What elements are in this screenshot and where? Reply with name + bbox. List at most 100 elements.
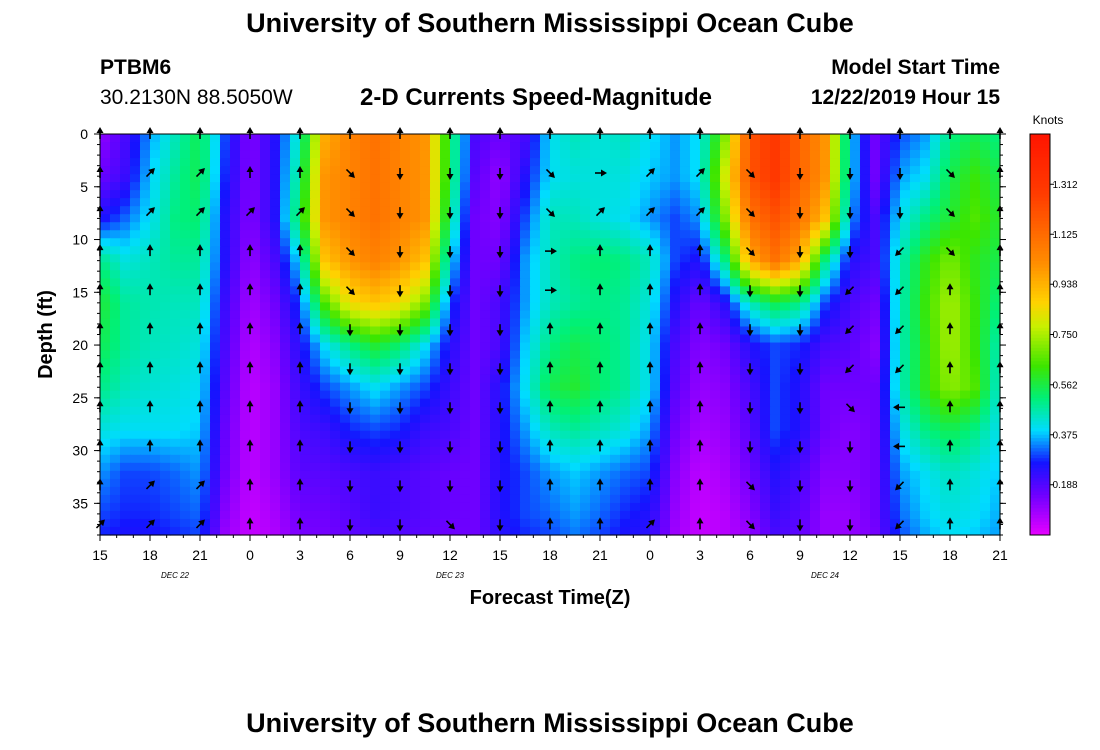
heatmap-cell [510,422,521,432]
heatmap-cell [840,350,851,360]
heatmap-cell [390,294,401,304]
heatmap-cell [270,526,281,536]
heatmap-cell [590,166,601,175]
heatmap-cell [470,222,481,231]
heatmap-cell [420,206,431,215]
heatmap-cell [970,414,981,424]
heatmap-cell [410,270,421,279]
heatmap-cell [580,166,591,175]
heatmap-cell [200,222,211,231]
heatmap-cell [690,470,701,480]
heatmap-cell [990,334,1001,344]
heatmap-cell [610,526,621,536]
heatmap-cell [340,198,351,207]
heatmap-cell [430,318,441,328]
heatmap-cell [630,334,641,344]
heatmap-cell [610,390,621,400]
current-vector-arrow [696,478,704,491]
heatmap-cell [160,470,171,480]
heatmap-cell [110,494,121,504]
heatmap-cell [500,286,511,295]
heatmap-cell [980,526,991,536]
heatmap-cell [590,142,601,151]
heatmap-cell [210,526,221,536]
heatmap-cell [540,374,551,384]
heatmap-cell [490,318,501,328]
heatmap-cell [820,174,831,183]
heatmap-cell [220,382,231,392]
heatmap-cell [440,262,451,271]
heatmap-cell [350,310,361,320]
heatmap-cell [980,222,991,231]
heatmap-cell [750,350,761,360]
heatmap-cell [410,526,421,536]
heatmap-cell [550,350,561,360]
heatmap-cell [380,238,391,247]
heatmap-cell [180,438,191,448]
heatmap-cell [690,326,701,336]
heatmap-cell [370,246,381,255]
heatmap-cell [490,414,501,424]
heatmap-cell [820,518,831,528]
heatmap-cell [820,334,831,344]
heatmap-cell [450,302,461,312]
heatmap-cell [770,334,781,344]
heatmap-cell [750,374,761,384]
heatmap-cell [790,510,801,520]
heatmap-cell [840,254,851,263]
heatmap-cell [740,366,751,376]
heatmap-cell [370,478,381,488]
heatmap-cell [530,526,541,536]
heatmap-cell [560,494,571,504]
heatmap-cell [380,166,391,175]
heatmap-cell [440,286,451,295]
heatmap-cell [300,510,311,520]
heatmap-cell [810,342,821,352]
heatmap-cell [310,142,321,151]
heatmap-cell [710,182,721,191]
heatmap-cell [700,374,711,384]
heatmap-cell [670,390,681,400]
heatmap-cell [560,262,571,271]
heatmap-cell [650,262,661,271]
heatmap-cell [810,294,821,304]
heatmap-cell [650,222,661,231]
heatmap-cell [750,246,761,255]
heatmap-cell [210,462,221,472]
heatmap-cell [760,294,771,304]
heatmap-cell [650,310,661,320]
heatmap-cell [440,342,451,352]
heatmap-cell [420,438,431,448]
heatmap-cell [320,134,331,143]
heatmap-cell [470,518,481,528]
heatmap-cell [230,174,241,183]
current-vector-arrow [946,361,954,374]
heatmap-cell [630,230,641,239]
heatmap-cell [770,414,781,424]
heatmap-cell [600,350,611,360]
heatmap-cell [910,254,921,263]
heatmap-cell [270,310,281,320]
heatmap-cell [700,326,711,336]
current-vector-arrow [846,168,854,180]
heatmap-cell [660,350,671,360]
heatmap-cell [910,246,921,255]
heatmap-cell [970,502,981,512]
heatmap-cell [890,142,901,151]
heatmap-cell [690,342,701,352]
heatmap-cell [450,462,461,472]
heatmap-cell [460,166,471,175]
heatmap-cell [290,142,301,151]
heatmap-cell [300,494,311,504]
heatmap-cell [140,398,151,408]
heatmap-cell [740,406,751,416]
heatmap-cell [990,214,1001,223]
current-vector-arrow [846,246,854,259]
heatmap-cell [660,478,671,488]
heatmap-cell [520,286,531,295]
heatmap-cell [860,278,871,287]
heatmap-cell [780,414,791,424]
heatmap-cell [610,398,621,408]
heatmap-cell [600,262,611,271]
heatmap-cell [970,358,981,368]
